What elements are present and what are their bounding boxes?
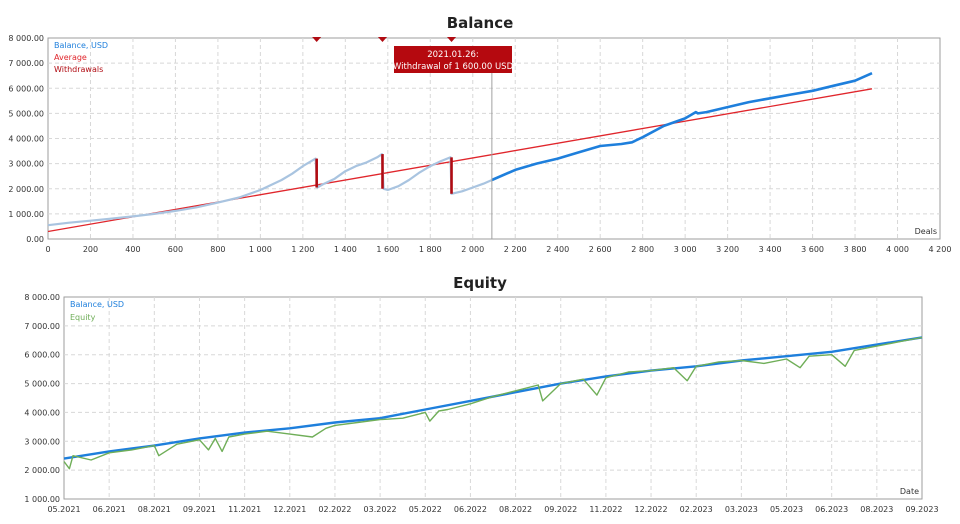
x-tick-label: 12.2021 (273, 505, 306, 514)
x-tick-label: 06.2023 (815, 505, 848, 514)
x-tick-label: 1 600 (376, 245, 399, 254)
tooltip-text: Withdrawal of 1 600.00 USD (393, 62, 514, 72)
equity-x-tick-labels: 05.2021 06.2021 08.2021 09.2021 11.2021 12.20… (47, 505, 938, 514)
legend-balance: Balance, USD (70, 300, 124, 309)
tooltip-date: 2021.01.26: (427, 50, 479, 60)
y-tick-label: 2 000.00 (8, 185, 44, 194)
x-tick-label: 09.2021 (183, 505, 216, 514)
x-tick-label: 1 800 (419, 245, 442, 254)
x-tick-label: 200 (83, 245, 98, 254)
x-tick-label: 600 (168, 245, 183, 254)
y-tick-label: 8 000.00 (8, 34, 44, 43)
equity-grid (64, 297, 922, 499)
equity-chart: Equity 1 000.00 2 000.00 3 000.00 4 000.00 5… (24, 274, 938, 514)
x-tick-label: 1 200 (291, 245, 314, 254)
x-tick-label: 2 800 (631, 245, 654, 254)
balance-series (47, 72, 873, 233)
y-tick-label: 4 000.00 (24, 408, 60, 417)
withdrawal-top-marker (378, 37, 387, 42)
x-tick-label: 05.2023 (770, 505, 803, 514)
y-tick-label: 3 000.00 (24, 437, 60, 446)
x-tick-label: 3 800 (844, 245, 867, 254)
equity-legend: Balance, USD Equity (70, 300, 124, 322)
tooltip-box (394, 46, 512, 73)
y-tick-label: 2 000.00 (24, 466, 60, 475)
x-tick-label: 2 600 (589, 245, 612, 254)
equity-line (63, 336, 923, 470)
x-tick-label: 02.2023 (680, 505, 713, 514)
x-tick-label: 3 000 (674, 245, 697, 254)
x-tick-label: 2 000 (461, 245, 484, 254)
equity-plot-area (63, 296, 923, 500)
balance-y-tick-labels: 0.00 1 000.00 2 000.00 3 000.00 4 000.00 5 00… (8, 34, 44, 244)
legend-equity: Equity (70, 313, 96, 322)
x-tick-label: 03.2022 (364, 505, 397, 514)
balance-legend: Balance, USD Average Withdrawals (54, 41, 108, 74)
y-tick-label: 5 000.00 (8, 109, 44, 118)
legend-average: Average (54, 53, 87, 62)
x-tick-label: 11.2022 (589, 505, 622, 514)
y-tick-label: 4 000.00 (8, 135, 44, 144)
average-line (47, 88, 873, 233)
x-tick-label: 3 600 (801, 245, 824, 254)
balance-x-tick-labels: 0 200 400 600 800 1 000 1 200 1 400 1 600 1 800 2 … (45, 245, 951, 254)
legend-withdrawals: Withdrawals (54, 65, 103, 74)
y-tick-label: 1 000.00 (24, 495, 60, 504)
x-tick-label: 08.2021 (138, 505, 171, 514)
x-tick-label: 09.2023 (905, 505, 938, 514)
x-tick-label: 2 400 (546, 245, 569, 254)
x-tick-label: 06.2022 (454, 505, 487, 514)
balance-withdrawals (312, 37, 457, 194)
x-tick-label: 08.2022 (499, 505, 532, 514)
y-tick-label: 3 000.00 (8, 160, 44, 169)
y-tick-label: 7 000.00 (24, 322, 60, 331)
y-tick-label: 5 000.00 (24, 380, 60, 389)
x-tick-label: 12.2022 (635, 505, 668, 514)
withdrawal-top-marker (447, 37, 457, 42)
equity-chart-title: Equity (453, 274, 507, 292)
x-tick-label: 1 400 (334, 245, 357, 254)
balance-chart: Balance 0.00 1 000.00 2 000.00 3 000.00 4 00… (8, 14, 951, 254)
x-tick-label: 4 000 (886, 245, 909, 254)
x-tick-label: 800 (210, 245, 225, 254)
y-tick-label: 7 000.00 (8, 59, 44, 68)
x-tick-label: 400 (125, 245, 140, 254)
y-tick-label: 0.00 (26, 235, 44, 244)
x-tick-label: 3 200 (716, 245, 739, 254)
equity-y-tick-labels: 1 000.00 2 000.00 3 000.00 4 000.00 5 000.00… (24, 293, 60, 504)
x-tick-label: 11.2021 (228, 505, 261, 514)
x-tick-label: 08.2023 (860, 505, 893, 514)
withdrawal-top-marker (312, 37, 322, 42)
x-tick-label: 3 400 (759, 245, 782, 254)
balance-tooltip: 2021.01.26: Withdrawal of 1 600.00 USD (393, 46, 514, 73)
y-tick-label: 8 000.00 (24, 293, 60, 302)
x-tick-label: 06.2021 (93, 505, 126, 514)
balance-line-after (491, 72, 873, 182)
balance-chart-title: Balance (447, 14, 514, 32)
x-tick-label: 09.2022 (544, 505, 577, 514)
x-tick-label: 05.2021 (47, 505, 80, 514)
equity-x-axis-label: Date (900, 487, 919, 496)
x-tick-label: 03.2023 (725, 505, 758, 514)
x-tick-label: 05.2022 (409, 505, 442, 514)
x-tick-label: 0 (45, 245, 50, 254)
legend-balance: Balance, USD (54, 41, 108, 50)
equity-series (63, 336, 923, 470)
x-tick-label: 4 200 (929, 245, 952, 254)
x-tick-label: 1 000 (249, 245, 272, 254)
balance-x-axis-label: Deals (915, 227, 937, 236)
balance-line-before (47, 153, 493, 227)
x-tick-label: 02.2022 (318, 505, 351, 514)
y-tick-label: 1 000.00 (8, 210, 44, 219)
x-tick-label: 2 200 (504, 245, 527, 254)
y-tick-label: 6 000.00 (8, 84, 44, 93)
y-tick-label: 6 000.00 (24, 351, 60, 360)
